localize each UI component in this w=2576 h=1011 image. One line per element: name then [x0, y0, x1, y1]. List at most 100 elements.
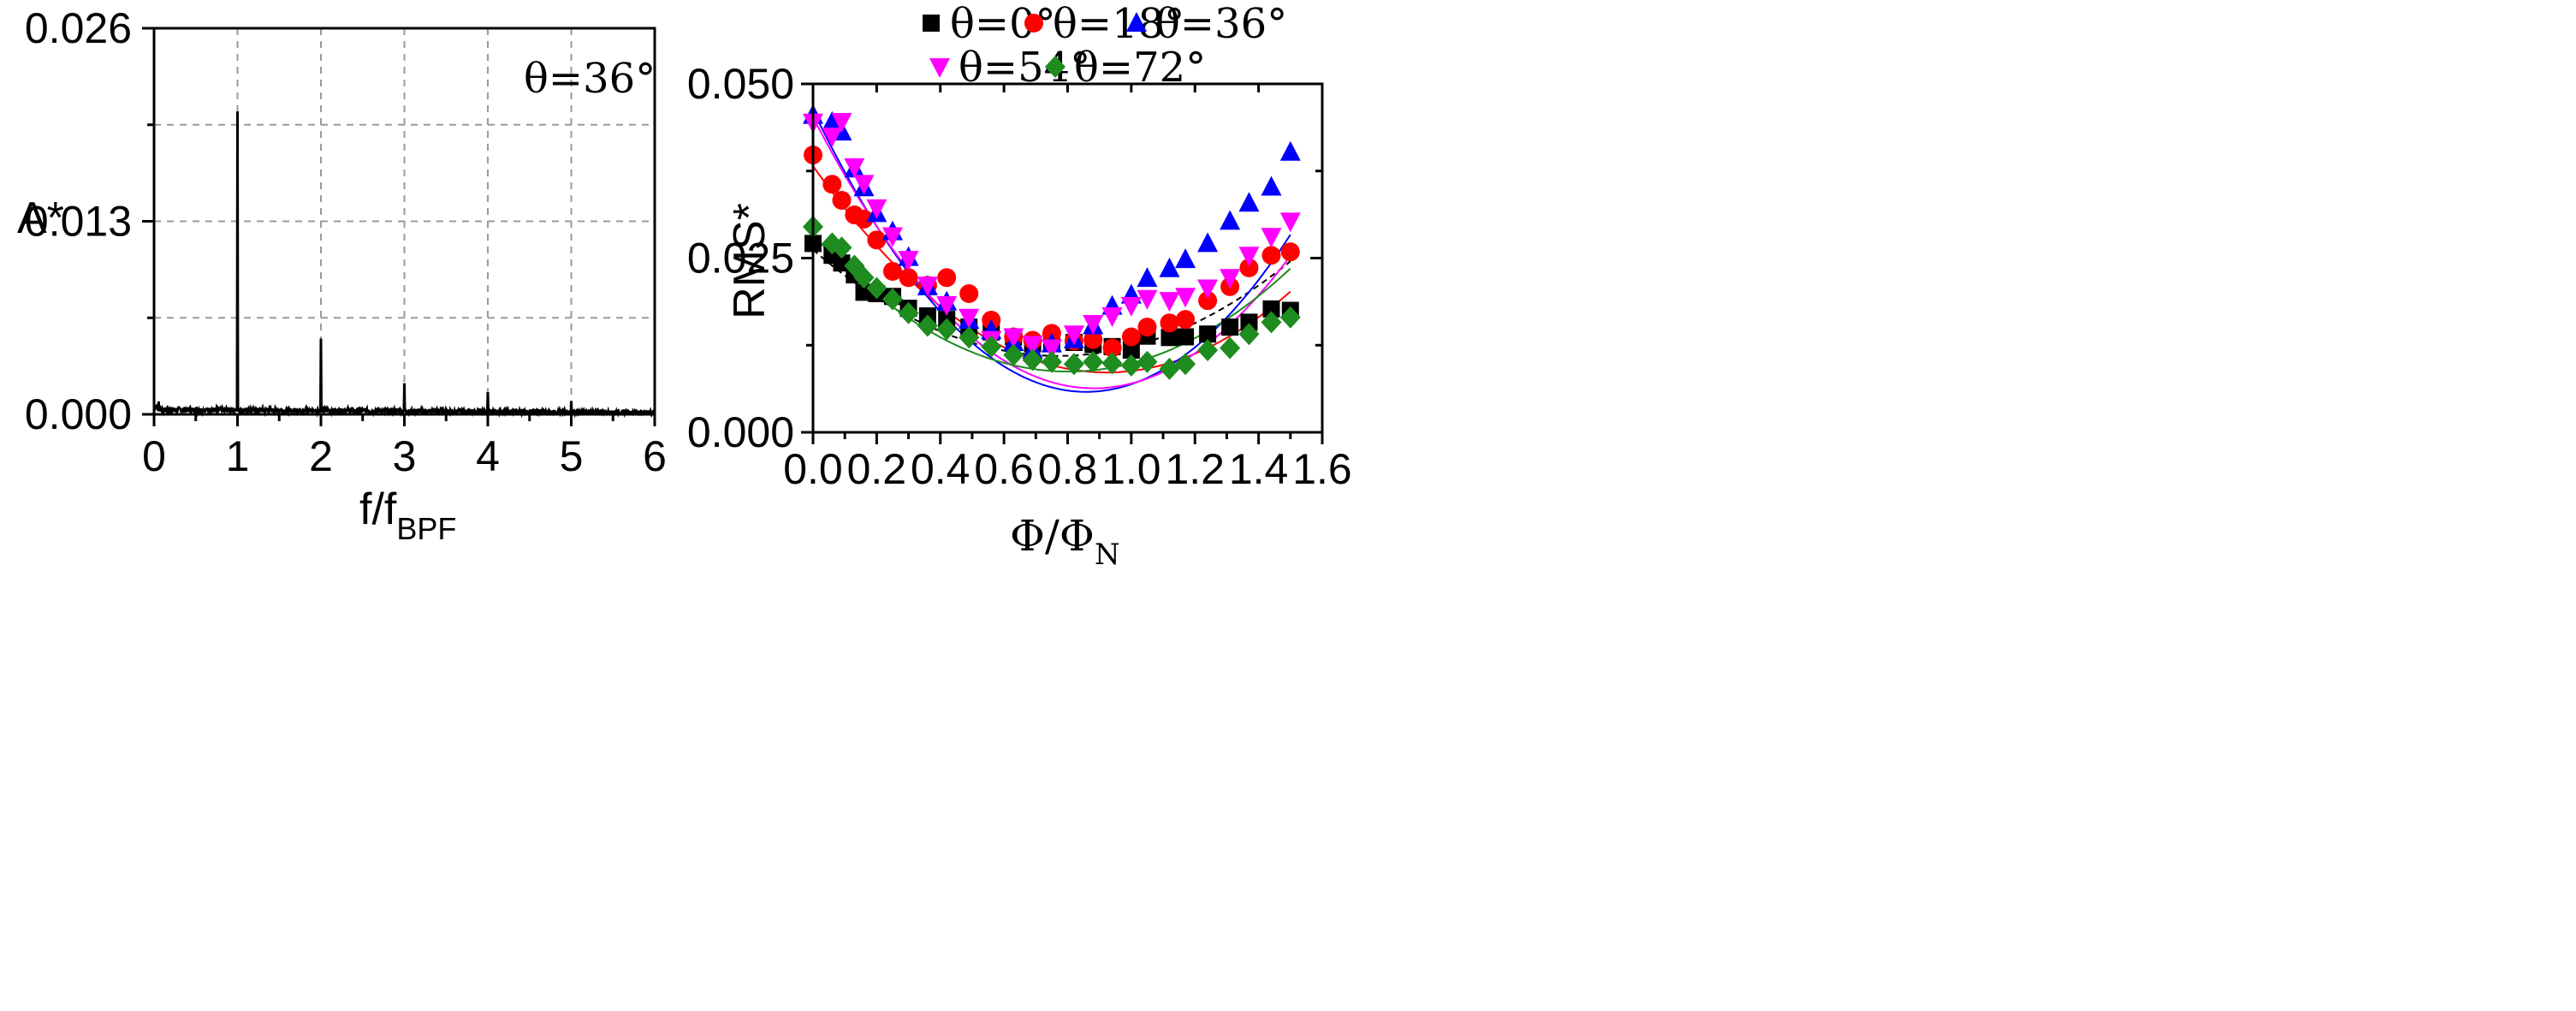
rms-data-point: [1041, 339, 1062, 360]
rms-data-point: [1022, 348, 1043, 372]
rms-data-point: [1121, 327, 1141, 347]
rms-x-tick-label: 1.6: [1292, 445, 1352, 493]
spectrum-annotation: θ=36°: [524, 55, 656, 103]
rms-data-point: [1137, 289, 1158, 310]
rms-data-point: [1083, 350, 1104, 373]
rms-data-point: [936, 318, 958, 341]
rms-data-point: [1003, 343, 1024, 366]
rms-data-point: [882, 261, 902, 281]
rms-data-point: [1159, 292, 1180, 312]
rms-y-tick-label: 0.050: [687, 60, 794, 108]
rms-data-point: [822, 175, 842, 194]
rms-x-tick-label: 1.2: [1165, 445, 1225, 493]
rms-data-point: [936, 296, 958, 317]
legend-label: θ=54°: [959, 44, 1090, 92]
legend-label: θ=18°: [1053, 0, 1184, 48]
rms-data-point: [1238, 247, 1260, 267]
rms-data-point: [1160, 313, 1179, 333]
spectrum-x-tick-label: 2: [309, 432, 333, 480]
rms-x-tick-label: 0.8: [1038, 445, 1098, 493]
spectrum-y-axis-title: A*: [17, 193, 64, 243]
rms-data-point: [1175, 353, 1196, 376]
rms-data-point: [1220, 269, 1241, 289]
rms-data-point: [937, 268, 957, 288]
rms-data-point: [1120, 354, 1142, 377]
rms-data-point: [959, 284, 979, 304]
rms-data-point: [831, 112, 852, 133]
rms-data-point: [1102, 338, 1122, 358]
legend-marker: [1126, 12, 1147, 32]
rms-data-point: [959, 326, 980, 349]
rms-y-axis-title: RMS*: [725, 203, 775, 319]
rms-data-point: [1221, 318, 1239, 336]
rms-data-point: [1022, 336, 1043, 356]
rms-data-point: [1261, 228, 1282, 248]
rms-x-tick-label: 0.6: [974, 445, 1034, 493]
rms-data-point: [866, 199, 887, 219]
legend-marker: [929, 58, 950, 78]
rms-data-point: [1261, 175, 1282, 196]
legend-label: θ=36°: [1155, 0, 1287, 48]
rms-x-tick-label: 1.0: [1101, 445, 1161, 493]
spectrum-tick-labels: 0 1 2 3 4 5 6 0.000 0.013 0.026: [25, 4, 667, 480]
rms-data-point: [853, 175, 875, 195]
spectrum-y-tick-label: 0.026: [25, 4, 132, 52]
rms-data-point: [866, 277, 887, 300]
spectrum-x-axis-title: f/fBPF: [359, 485, 456, 546]
rms-data-point: [1159, 357, 1180, 380]
rms-data-point: [831, 236, 852, 259]
rms-x-axis-title-subscript: N: [1095, 538, 1120, 572]
legend-marker: [923, 15, 940, 32]
rms-x-axis-title-main: Φ/Φ: [1010, 511, 1095, 561]
rms-data-point: [1063, 353, 1084, 376]
rms-x-tick-label: 0.0: [783, 445, 843, 493]
spectrum-line: [152, 111, 656, 419]
rms-data-point: [1199, 325, 1217, 343]
rms-data-point: [1279, 306, 1301, 329]
legend-marker: [1024, 14, 1043, 33]
rms-data-point: [881, 288, 903, 311]
rms-data-point: [1197, 338, 1219, 361]
rms-data-point: [1101, 352, 1123, 375]
legend-label: θ=72°: [1074, 44, 1206, 92]
rms-data-point: [844, 158, 865, 178]
rms-data-point: [1238, 323, 1260, 346]
rms-data-point: [1240, 313, 1258, 331]
rms-data-point: [867, 230, 887, 250]
rms-data-point: [822, 110, 843, 131]
rms-data-point: [1239, 258, 1259, 277]
rms-x-axis-title: Φ/ΦN: [1010, 511, 1120, 572]
rms-data-point: [1280, 242, 1300, 262]
rms-y-tick-label: 0.000: [687, 408, 794, 456]
spectrum-x-tick-label: 6: [643, 432, 667, 480]
spectrum-y-tick-label: 0.013: [25, 198, 132, 246]
rms-data-point: [1279, 140, 1301, 161]
rms-data-point: [1083, 330, 1103, 349]
rms-data-point: [1122, 341, 1140, 359]
rms-x-tick-label: 0.2: [847, 445, 907, 493]
rms-data-point: [822, 128, 843, 148]
rms-tick-labels: 0.0 0.2 0.4 0.6 0.8 1.0 1.2 1.4 1.6 0.000 0.025 0.0…: [687, 60, 1352, 493]
rms-data-point: [1175, 248, 1196, 269]
rms-data-point: [1177, 328, 1195, 346]
rms-data-point: [1003, 328, 1024, 348]
spectrum-x-tick-label: 5: [560, 432, 584, 480]
rms-data-point: [1197, 279, 1219, 300]
spectrum-x-tick-label: 3: [393, 432, 417, 480]
rms-data-point: [1176, 310, 1196, 330]
rms-chart: 0.0 0.2 0.4 0.6 0.8 1.0 1.2 1.4 1.6 0.000 0.025 0.0…: [687, 0, 1352, 572]
rms-data-point: [1198, 291, 1218, 311]
rms-data-point: [1262, 300, 1280, 318]
spectrum-plot-frame: [152, 27, 656, 416]
spectrum-x-axis-title-subscript: BPF: [396, 511, 456, 546]
rms-data-point: [899, 268, 918, 288]
rms-plot-frame: [811, 82, 1324, 434]
spectrum-x-tick-label: 4: [476, 432, 500, 480]
rms-data-point: [853, 266, 875, 289]
rms-data-point: [1261, 246, 1281, 265]
rms-data-point: [1137, 267, 1158, 288]
rms-data-point: [1041, 350, 1062, 373]
rms-data-point: [832, 190, 852, 210]
rms-data-point: [854, 209, 874, 229]
